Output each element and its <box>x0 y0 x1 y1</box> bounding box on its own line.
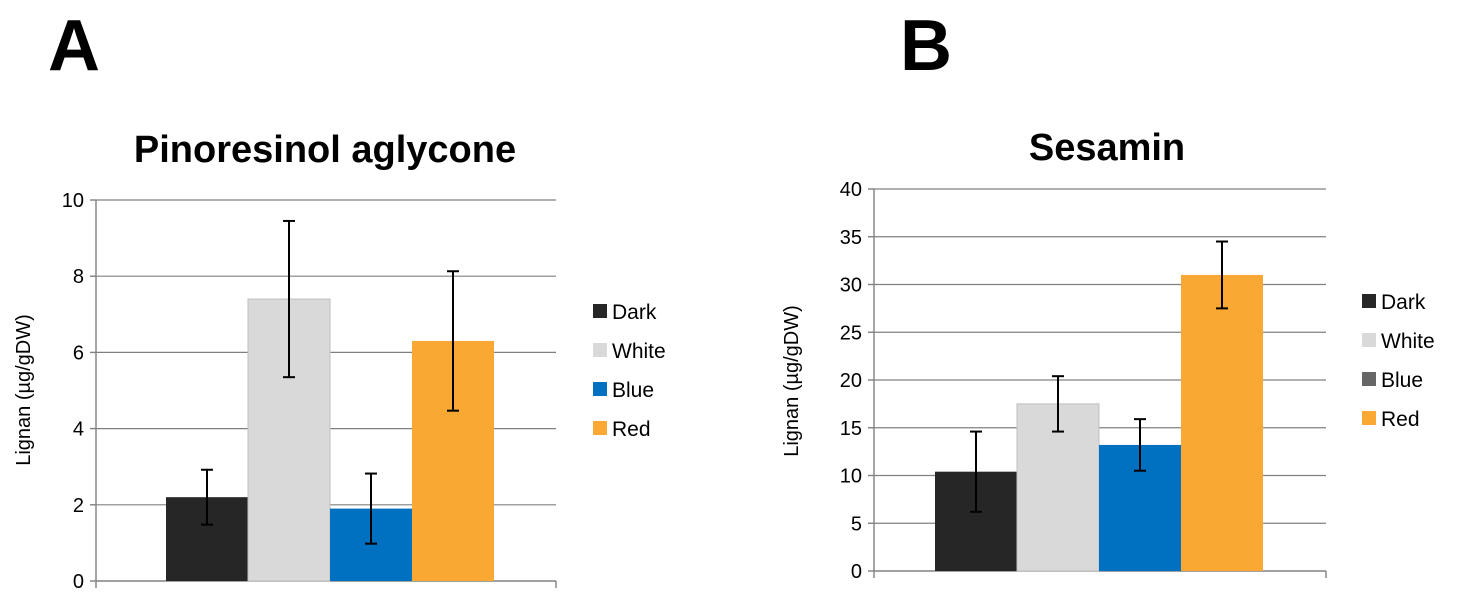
legend-swatch-blue <box>593 382 607 396</box>
legend-swatch-white <box>1362 333 1376 347</box>
legend-label-dark: Dark <box>612 301 657 324</box>
y-tick-label-b: 30 <box>840 275 862 297</box>
legend-label-blue: Blue <box>612 379 654 402</box>
y-tick-label-a: 10 <box>62 190 84 212</box>
y-tick-label-b: 15 <box>840 418 862 440</box>
error-bar-dark <box>201 468 213 526</box>
y-tick-label-b: 0 <box>851 561 862 583</box>
legend-a: Dark White Blue Red <box>593 301 666 441</box>
legend-swatch-red <box>593 421 607 435</box>
y-tick-label-b: 25 <box>840 322 862 344</box>
legend-swatch-red <box>1362 411 1376 425</box>
legend-label-red: Red <box>1381 408 1420 431</box>
panel-a: A Pinoresinol aglycone Lignan (µg/gDW) 0… <box>13 6 666 592</box>
legend-b: Dark White Blue Red <box>1362 291 1435 431</box>
error-bar-white <box>1052 375 1064 433</box>
y-tick-label-a: 2 <box>73 495 84 517</box>
y-tick-label-a: 4 <box>73 419 84 441</box>
y-tick-label-b: 40 <box>840 179 862 201</box>
y-tick-label-a: 6 <box>73 342 84 364</box>
legend-swatch-white <box>593 343 607 357</box>
legend-label-white: White <box>612 340 666 363</box>
error-bar-red <box>447 270 459 412</box>
legend-label-red: Red <box>612 418 651 441</box>
legend-swatch-blue <box>1362 372 1376 386</box>
panel-b: B Sesamin Lignan (µg/gDW) 0 5 10 15 20 25 30 35… <box>781 6 1435 583</box>
y-tick-label-b: 20 <box>840 370 862 392</box>
panel-letter-b: B <box>900 6 952 86</box>
chart-title-a: Pinoresinol aglycone <box>134 129 516 171</box>
y-tick-label-b: 5 <box>851 513 862 535</box>
chart-title-b: Sesamin <box>1029 127 1185 169</box>
legend-label-dark: Dark <box>1381 291 1426 314</box>
bar-red <box>1181 274 1263 571</box>
legend-label-white: White <box>1381 330 1435 353</box>
y-tick-label-a: 0 <box>73 571 84 592</box>
y-tick-label-b: 35 <box>840 227 862 249</box>
y-axis-label-b: Lignan (µg/gDW) <box>781 305 803 457</box>
y-tick-label-a: 8 <box>73 266 84 288</box>
error-bar-blue <box>365 472 377 545</box>
legend-swatch-dark <box>593 304 607 318</box>
error-bar-blue <box>1134 418 1146 472</box>
error-bar-white <box>283 219 295 379</box>
plot-area-a: 0 2 4 6 8 10 <box>62 190 557 592</box>
error-bar-dark <box>970 430 982 513</box>
panel-letter-a: A <box>48 6 100 86</box>
error-bar-red <box>1216 240 1228 310</box>
y-axis-label-a: Lignan (µg/gDW) <box>13 314 35 466</box>
y-tick-label-b: 10 <box>840 466 862 488</box>
legend-label-blue: Blue <box>1381 369 1423 392</box>
plot-area-b: 0 5 10 15 20 25 30 35 40 <box>840 179 1327 583</box>
legend-swatch-dark <box>1362 294 1376 308</box>
